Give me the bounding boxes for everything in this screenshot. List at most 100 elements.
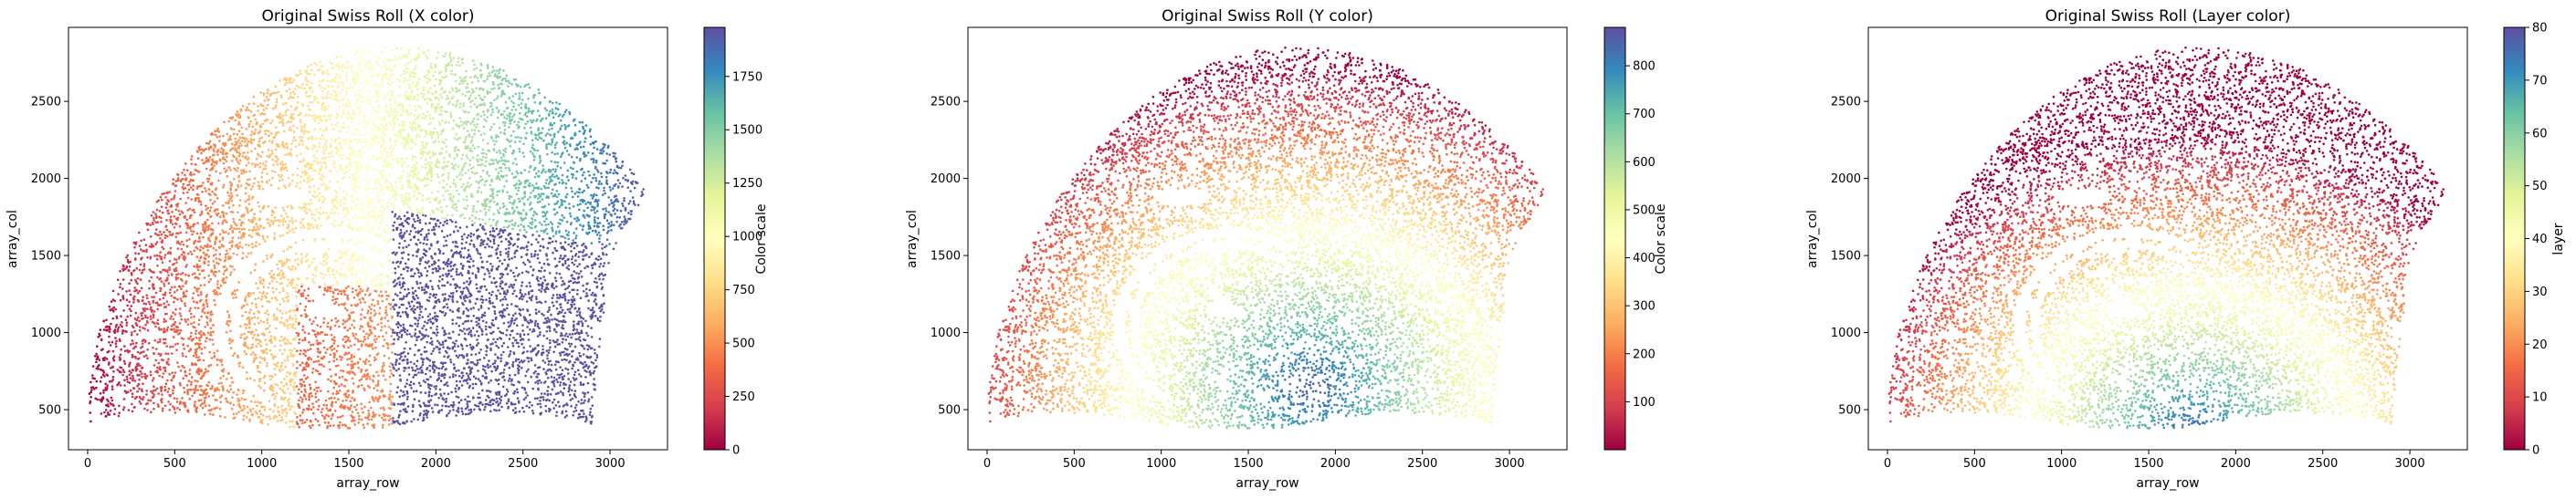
scatter-point [422,401,426,405]
scatter-point [390,335,394,338]
scatter-point [569,212,572,215]
scatter-point [516,238,520,241]
scatter-point [415,208,419,211]
scatter-point [271,357,275,360]
scatter-point [225,397,227,400]
scatter-point [174,235,178,239]
scatter-point [450,249,453,252]
scatter-point [255,228,258,232]
scatter-point [571,255,574,258]
scatter-point [187,379,191,382]
scatter-point [310,81,313,85]
scatter-point [274,395,278,398]
scatter-point [103,411,106,414]
scatter-point [330,379,332,383]
scatter-point [422,337,425,339]
scatter-point [203,401,205,405]
scatter-point [492,69,495,72]
scatter-point [351,360,353,363]
scatter-point [548,100,552,103]
scatter-point [130,278,133,282]
scatter-point [547,359,551,363]
scatter-point [333,90,337,94]
scatter-point [484,222,487,225]
scatter-point [387,115,391,118]
scatter-point [295,295,299,298]
scatter-point [351,207,354,211]
scatter-point [431,411,435,413]
scatter-point [400,129,403,132]
scatter-point [222,161,226,165]
scatter-point [537,269,541,273]
scatter-point [514,278,517,282]
scatter-point [277,143,279,146]
scatter-point [163,302,165,306]
scatter-point [289,425,291,429]
scatter-point [328,274,331,276]
scatter-point [242,214,246,218]
scatter-point [393,206,396,210]
scatter-point [602,277,605,281]
scatter-point [198,273,201,275]
scatter-point [314,137,318,140]
scatter-point [550,160,553,163]
scatter-point [357,216,360,219]
scatter-point [575,191,579,193]
scatter-point [602,207,605,211]
scatter-point [262,226,265,230]
scatter-point [216,213,219,217]
scatter-point [382,419,385,421]
scatter-point [480,295,484,298]
scatter-point [471,387,475,390]
scatter-point [186,226,189,230]
scatter-point [602,311,605,314]
scatter-point [366,169,370,172]
scatter-point [279,269,283,273]
scatter-point [525,300,529,303]
scatter-point [379,172,383,175]
scatter-point [270,280,274,283]
scatter-point [547,385,550,389]
scatter-point [407,52,410,55]
scatter-point [328,155,331,159]
scatter-point [439,70,443,74]
scatter-point [586,348,590,351]
scatter-point [414,68,416,71]
scatter-point [597,258,600,262]
scatter-point [467,359,469,361]
scatter-point [254,118,258,121]
scatter-point [444,190,447,192]
scatter-point [361,72,363,75]
scatter-point [517,400,520,403]
scatter-point [130,309,132,313]
scatter-point [528,281,531,285]
scatter-point [182,338,185,340]
scatter-point [417,335,421,338]
scatter-point [346,406,350,410]
scatter-point [394,100,396,103]
scatter-point [549,341,552,345]
scatter-point [400,157,404,161]
scatter-point [404,219,407,223]
scatter-point [257,400,259,403]
scatter-point [499,166,503,170]
scatter-point [459,399,463,402]
scatter-point [547,203,551,206]
scatter-point [370,120,373,122]
scatter-point [543,361,547,364]
scatter-point [592,371,595,375]
scatter-point [469,76,472,78]
scatter-point [150,411,152,414]
scatter-point [594,221,596,224]
scatter-point [152,390,155,392]
scatter-point [312,257,316,260]
scatter-point [564,109,568,111]
scatter-point [535,172,538,175]
scatter-point [555,101,558,104]
scatter-point [368,89,372,92]
scatter-point [579,381,583,384]
scatter-point [245,296,247,298]
scatter-point [376,379,380,383]
scatter-point [458,354,461,357]
scatter-point [343,125,346,129]
